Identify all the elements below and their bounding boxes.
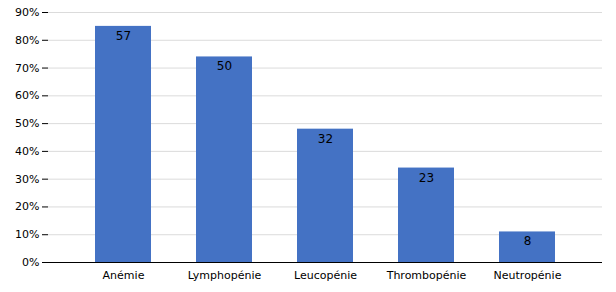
svg-text:30%: 30% xyxy=(15,173,39,186)
svg-text:80%: 80% xyxy=(15,34,39,47)
svg-text:Neutropénie: Neutropénie xyxy=(494,269,562,282)
svg-text:Anémie: Anémie xyxy=(103,269,145,282)
svg-text:8: 8 xyxy=(524,234,532,248)
svg-text:32: 32 xyxy=(318,132,333,146)
svg-text:50: 50 xyxy=(217,59,232,73)
svg-text:10%: 10% xyxy=(15,228,39,241)
svg-text:Lymphopénie: Lymphopénie xyxy=(188,269,262,282)
svg-text:20%: 20% xyxy=(15,200,39,213)
svg-text:57: 57 xyxy=(116,29,131,43)
svg-text:0%: 0% xyxy=(22,256,39,269)
svg-text:Thrombopénie: Thrombopénie xyxy=(386,269,467,282)
svg-text:50%: 50% xyxy=(15,117,39,130)
svg-text:60%: 60% xyxy=(15,89,39,102)
svg-text:90%: 90% xyxy=(15,6,39,19)
svg-text:40%: 40% xyxy=(15,145,39,158)
svg-text:70%: 70% xyxy=(15,62,39,75)
svg-text:23: 23 xyxy=(419,171,434,185)
svg-text:Leucopénie: Leucopénie xyxy=(294,269,357,282)
